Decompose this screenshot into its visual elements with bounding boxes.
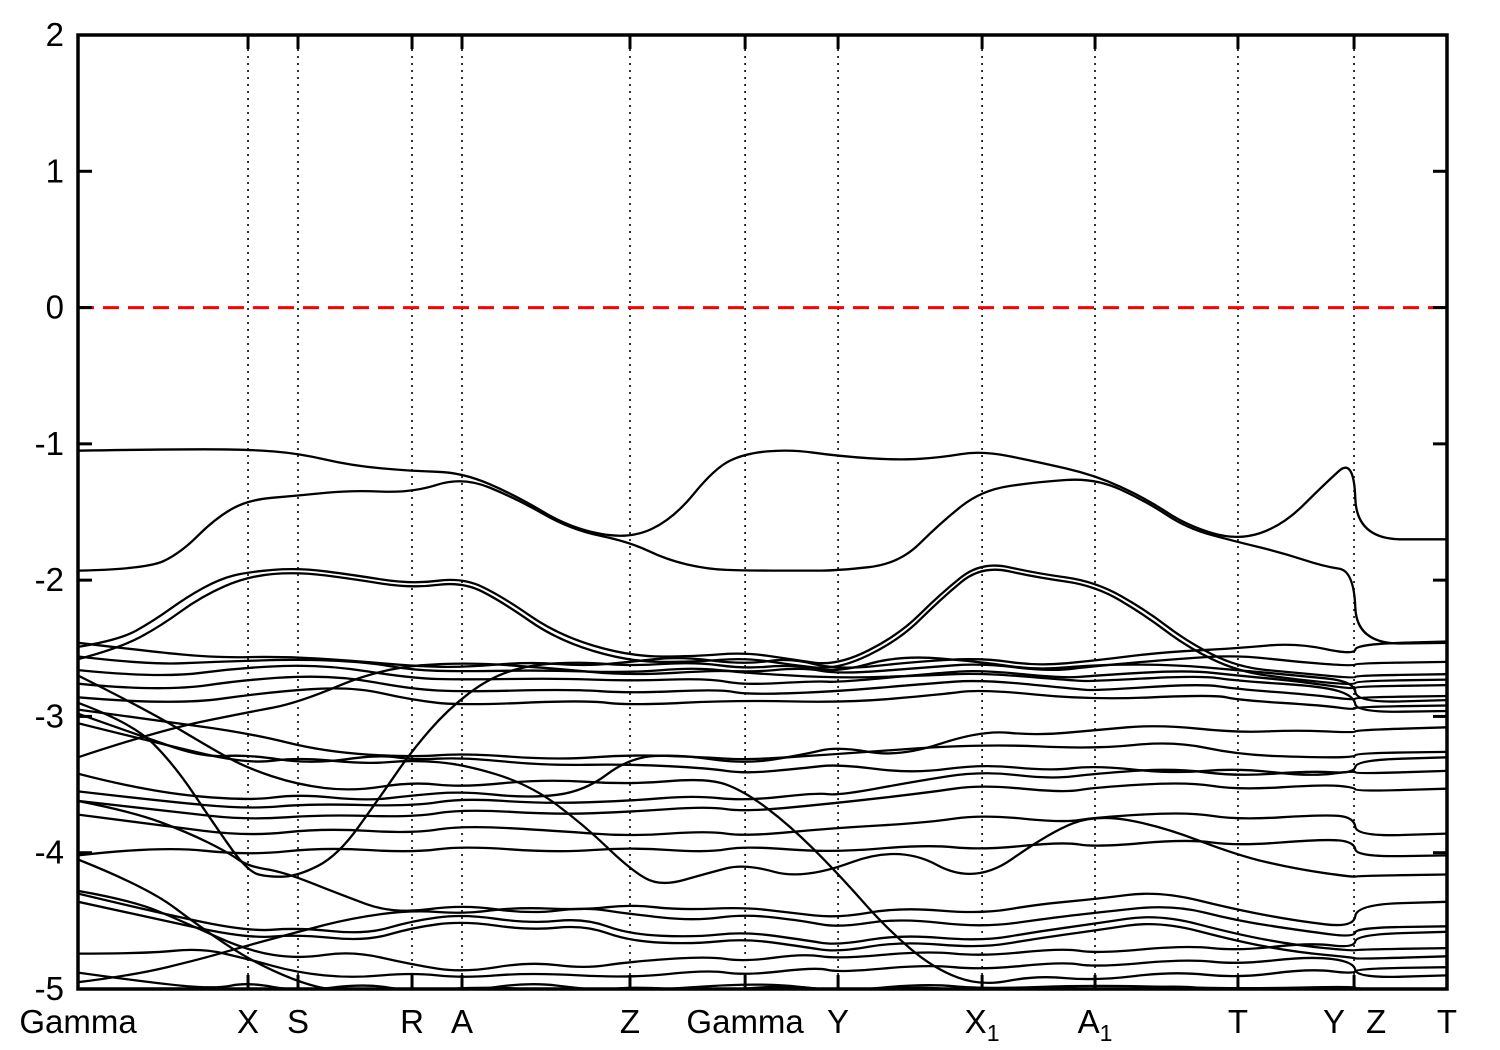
band-07 <box>78 664 1447 690</box>
plot-frame <box>76 33 1449 991</box>
kpoint-label-r: R <box>400 1003 424 1040</box>
kpoint-labels: Gamma X S R A Z Gamma Y X1 A1 T Y Z T <box>19 1003 1457 1046</box>
band-01 <box>78 448 1447 541</box>
y-tick-label: -1 <box>35 425 64 462</box>
x-axis-ticks <box>76 35 1449 989</box>
y-tick-label: -5 <box>35 970 64 1007</box>
y-tick-label: -3 <box>35 697 64 734</box>
band-09 <box>78 687 1447 710</box>
band-24 <box>78 712 1447 776</box>
kpoint-label-z: Z <box>620 1003 640 1040</box>
kpoint-label-s: S <box>287 1003 309 1040</box>
band-22 <box>78 892 1447 984</box>
band-10 <box>78 708 1447 761</box>
y-tick-label: 1 <box>46 152 64 189</box>
band-15 <box>78 782 1447 820</box>
band-06 <box>78 655 1447 674</box>
band-20 <box>78 900 1447 960</box>
y-tick-label: 2 <box>46 16 64 53</box>
band-21 <box>78 889 1447 972</box>
band-11 <box>78 662 1447 759</box>
band-28 <box>78 799 1447 937</box>
kpoint-label-gamma: Gamma <box>19 1003 137 1040</box>
band-12 <box>78 656 1447 878</box>
y-tick-label: 0 <box>46 289 64 326</box>
kpoint-label-gamma: Gamma <box>686 1003 804 1040</box>
y-tick-label: -4 <box>35 834 64 871</box>
y-axis-ticks <box>78 33 1447 991</box>
band-26 <box>78 812 1447 837</box>
band-02 <box>78 478 1447 645</box>
kpoint-label-a1: A1 <box>1078 1003 1113 1046</box>
kpoint-label-y: Y <box>827 1003 849 1040</box>
band-08 <box>78 675 1447 701</box>
band-27 <box>78 838 1447 858</box>
band-25 <box>78 674 1447 985</box>
kpoint-label-t: T <box>1228 1003 1248 1040</box>
band-18 <box>78 948 1447 979</box>
plot-border <box>76 33 1449 991</box>
kpoint-label-z: Z <box>1366 1003 1386 1040</box>
kpoint-gridlines <box>247 35 1355 989</box>
kpoint-label-x: X <box>237 1003 259 1040</box>
band-13 <box>78 725 1447 801</box>
kpoint-label-y: Y <box>1323 1003 1345 1040</box>
energy-bands <box>78 448 1447 989</box>
band-14 <box>78 756 1447 809</box>
band-17 <box>78 858 1447 989</box>
kpoint-label-t: T <box>1437 1003 1457 1040</box>
kpoint-label-a: A <box>451 1003 473 1040</box>
y-tick-label: -2 <box>35 561 64 598</box>
kpoint-label-x1: X1 <box>965 1003 1000 1046</box>
y-axis-labels: 2 1 0 -1 -2 -3 -4 -5 <box>35 16 64 1007</box>
band-03 <box>78 564 1447 679</box>
band-19 <box>78 892 1447 952</box>
band-16 <box>78 722 1447 885</box>
